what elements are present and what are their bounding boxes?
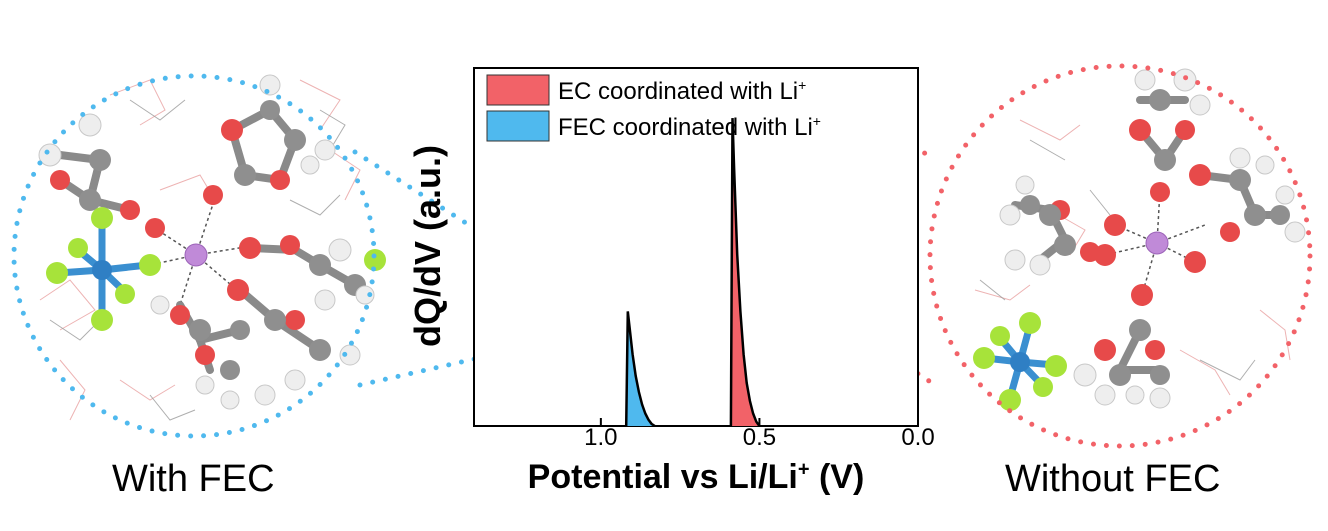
y-axis-label: dQ/dV (a.u.) [407,145,448,347]
series-area-1 [626,311,655,426]
fec-connector-upper [352,149,628,328]
legend-swatch-fec [486,110,550,142]
x-tick-label: 1.0 [584,424,618,451]
fec-dotted-circle [11,73,377,439]
x-tick-label: 0.5 [742,424,777,451]
ec-dotted-circle [927,63,1313,449]
legend-swatch-ec [486,74,550,106]
series-area-0 [730,118,760,426]
caption-without-fec: Without FEC [1005,458,1221,500]
legend-label-ec: EC coordinated with Li+ [558,77,807,105]
fec-solvation-structure-illustration [38,74,386,421]
series-line-0 [729,118,761,427]
caption-with-fec: With FEC [112,458,275,500]
legend-label-fec: FEC coordinated with Li+ [558,113,821,141]
dqdv-plot [473,67,919,428]
x-axis-label: Potential vs Li/Li+ (V) [527,458,865,496]
ec-solvation-structure-illustration [973,68,1306,411]
x-tick-label: 0.0 [901,424,935,451]
series-line-1 [624,311,656,428]
